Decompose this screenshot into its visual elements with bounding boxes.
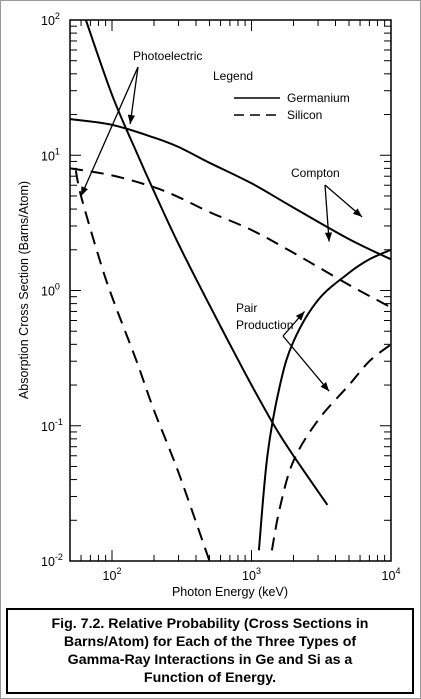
x-tick-label: 102 bbox=[103, 566, 122, 583]
y-tick-label: 10-1 bbox=[41, 417, 63, 434]
arrowhead bbox=[320, 382, 330, 392]
annotation-photoelectric: Photoelectric bbox=[133, 49, 202, 63]
x-tick-label: 104 bbox=[382, 566, 401, 583]
series-line-germanium bbox=[84, 20, 329, 506]
y-axis-label: Absorption Cross Section (Barns/Atom) bbox=[17, 181, 31, 399]
annotation-arrow bbox=[129, 66, 139, 125]
y-tick-label: 100 bbox=[41, 282, 60, 299]
y-tick-label: 10-2 bbox=[41, 552, 63, 569]
series-line-germanium bbox=[70, 118, 391, 261]
annotation-production: Production bbox=[236, 318, 293, 332]
caption-line: Fig. 7.2. Relative Probability (Cross Se… bbox=[51, 616, 369, 632]
annotation-compton: Compton bbox=[291, 166, 340, 180]
y-tick-label: 101 bbox=[41, 146, 60, 163]
x-tick-label: 103 bbox=[242, 566, 261, 583]
series-line-silicon bbox=[70, 167, 391, 309]
y-tick-label: 102 bbox=[41, 11, 60, 28]
legend-title: Legend bbox=[213, 69, 253, 83]
axis-ticks bbox=[69, 20, 391, 561]
legend-label-silicon: Silicon bbox=[287, 108, 322, 122]
caption-line: Gamma-Ray Interactions in Ge and Si as a bbox=[67, 652, 353, 668]
figure-caption: Fig. 7.2. Relative Probability (Cross Se… bbox=[6, 608, 414, 694]
series-line-silicon bbox=[270, 343, 391, 551]
x-axis-label: Photon Energy (keV) bbox=[172, 585, 288, 599]
cross-section-chart: 102 103 104 102 101 100 10-1 10-2 Photon Energy… bbox=[17, 11, 400, 599]
series-line-germanium bbox=[257, 248, 391, 551]
series-line-silicon bbox=[74, 170, 211, 561]
series-group bbox=[70, 20, 391, 561]
arrowhead bbox=[352, 208, 363, 217]
caption-line: Barns/Atom) for Each of the Three Types … bbox=[63, 634, 357, 650]
arrowhead bbox=[127, 114, 135, 125]
arrowhead bbox=[295, 311, 305, 321]
annotation-arrow bbox=[80, 66, 139, 197]
annotation-arrow bbox=[324, 184, 330, 242]
caption-line: Function of Energy. bbox=[143, 670, 277, 686]
annotation-arrow bbox=[282, 335, 330, 392]
legend-label-germanium: Germanium bbox=[287, 91, 350, 105]
arrowhead bbox=[81, 186, 88, 196]
tick-labels: 102 103 104 102 101 100 10-1 10-2 bbox=[41, 11, 400, 583]
arrowhead bbox=[324, 232, 333, 242]
annotation-arrows bbox=[80, 66, 363, 392]
annotation-pair: Pair bbox=[236, 301, 257, 315]
